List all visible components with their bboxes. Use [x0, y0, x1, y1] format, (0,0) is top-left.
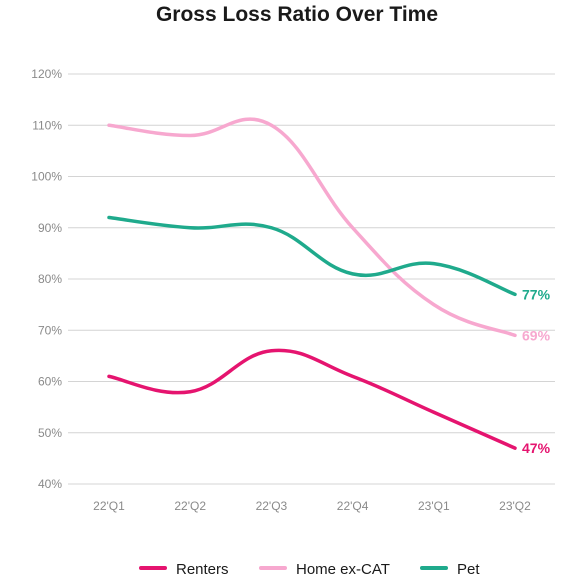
x-tick-label: 22'Q4: [337, 499, 369, 513]
data-point-home-ex-cat: [513, 333, 517, 337]
end-label-home-ex-cat: 69%: [522, 327, 551, 343]
y-tick-label: 120%: [31, 67, 62, 81]
y-tick-label: 110%: [32, 118, 62, 132]
end-label-renters: 47%: [522, 440, 551, 456]
data-point-pet: [269, 226, 273, 230]
data-point-renters: [269, 349, 273, 353]
series-line-renters: [107, 348, 517, 450]
data-point-home-ex-cat: [351, 226, 355, 230]
x-tick-label: 22'Q1: [93, 499, 125, 513]
y-tick-label: 100%: [31, 170, 62, 184]
y-axis-ticks: 40% 50% 60% 70% 80% 90% 100% 110% 120%: [31, 67, 62, 491]
y-tick-label: 50%: [38, 426, 62, 440]
data-point-renters: [432, 410, 436, 414]
data-point-home-ex-cat: [432, 303, 436, 307]
data-point-pet: [107, 216, 111, 219]
series-line-home-ex-cat: [107, 117, 517, 338]
end-label-pet: 77%: [522, 286, 551, 302]
data-point-pet: [188, 226, 192, 230]
y-tick-label: 70%: [38, 323, 62, 337]
x-tick-label: 22'Q3: [256, 499, 288, 513]
x-axis-ticks: 22'Q1 22'Q2 22'Q3 22'Q4 23'Q1 23'Q2: [93, 499, 531, 513]
end-labels: 69% 77% 47%: [522, 286, 551, 456]
gridlines: [68, 73, 555, 485]
y-tick-label: 60%: [38, 375, 62, 389]
y-tick-label: 40%: [38, 477, 62, 491]
y-tick-label: 90%: [38, 221, 62, 235]
x-tick-label: 22'Q2: [174, 499, 206, 513]
data-point-renters: [188, 390, 192, 394]
data-point-pet: [513, 292, 517, 296]
data-point-home-ex-cat: [269, 123, 273, 127]
y-tick-label: 80%: [38, 272, 62, 286]
data-point-renters: [351, 374, 355, 378]
series-line-pet: [107, 215, 517, 297]
legend-label-pet: Pet: [457, 561, 480, 578]
data-point-pet: [432, 262, 436, 266]
x-tick-label: 23'Q2: [499, 499, 531, 513]
data-point-home-ex-cat: [107, 123, 111, 127]
legend-label-home-ex-cat: Home ex-CAT: [296, 561, 390, 578]
legend: Renters Home ex-CAT Pet: [139, 561, 480, 578]
data-point-renters: [107, 374, 111, 378]
data-point-renters: [513, 446, 517, 450]
data-point-pet: [351, 272, 355, 276]
chart-title: Gross Loss Ratio Over Time: [156, 3, 438, 26]
legend-label-renters: Renters: [176, 561, 229, 578]
data-point-home-ex-cat: [188, 134, 192, 137]
series-lines: [107, 117, 517, 450]
x-tick-label: 23'Q1: [418, 499, 450, 513]
